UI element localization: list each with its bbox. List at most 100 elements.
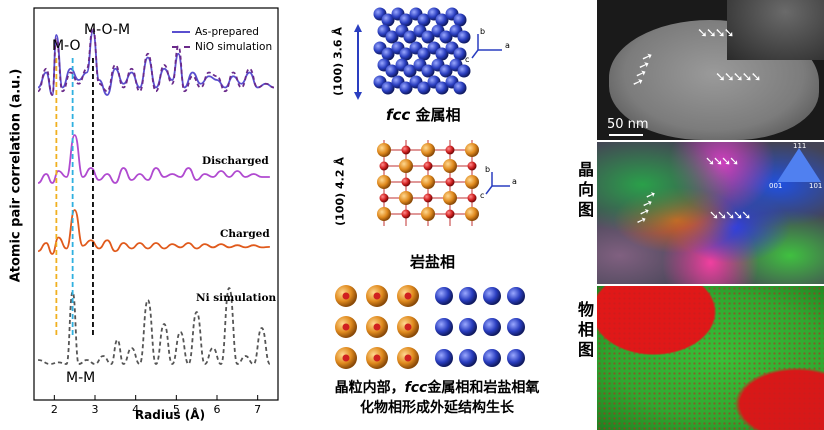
rocksalt-oxygen-atom — [467, 161, 477, 171]
rocksalt-metal-atom — [399, 191, 413, 205]
fcc-atom — [381, 47, 395, 61]
annotation-m-m: M-M — [66, 370, 96, 386]
epitaxy-fcc-atom — [435, 318, 453, 336]
fcc-axis-b: b — [480, 27, 485, 36]
epitaxy-fcc-atom — [483, 287, 501, 305]
epitaxy-fcc-atom — [459, 287, 477, 305]
phase-map — [597, 286, 824, 430]
pdf-chart: 2 3 4 5 6 7 — [33, 7, 279, 416]
rocksalt-metal-atom — [399, 159, 413, 173]
arrow-group-1: ➘➘➘➘ — [697, 26, 735, 41]
ipf-arrows-1: ➘➘➘➘ — [705, 154, 739, 168]
stem-texture — [727, 0, 824, 60]
orientation-label: 晶向图 — [578, 160, 595, 219]
ipf-tick-111: 111 — [793, 142, 807, 150]
epitaxy-fcc-atom — [459, 349, 477, 367]
rocksalt-oxygen-atom — [423, 193, 433, 203]
x-tick-label-5: 5 — [173, 403, 180, 416]
fcc-atom — [421, 64, 435, 78]
structures-panel: a b c a b c — [335, 7, 525, 369]
rocksalt-oxygen-atom — [467, 193, 477, 203]
scale-bar-label: 50 nm — [607, 117, 649, 132]
fcc-atom — [417, 13, 431, 27]
epitaxy-oxygen-atom — [342, 323, 350, 331]
fcc-atom — [439, 30, 453, 44]
rocksalt-oxygen-atom — [379, 193, 389, 203]
rocksalt-dimension: (100) 4.2 Å — [333, 157, 347, 226]
phase-label: 物相图 — [578, 300, 595, 359]
rocksalt-metal-atom — [377, 175, 391, 189]
rocksalt-oxygen-atom — [423, 161, 433, 171]
x-axis-label: Radius (Å) — [134, 408, 206, 422]
stem-image: ➘➘➘➘ ➚ ➚ ➚ ➚ ➘➘➘➘➘ 50 nm — [597, 0, 824, 140]
legend: As-prepared NiO simulation — [172, 24, 282, 54]
phase-noise — [597, 286, 824, 430]
rocksalt-metal-atom — [421, 175, 435, 189]
rocksalt-metal-atom — [377, 143, 391, 157]
fcc-atom — [453, 47, 467, 61]
fcc-atom — [417, 81, 431, 95]
rocksalt-oxygen-atom — [401, 145, 411, 155]
fcc-atom — [435, 47, 449, 61]
fcc-axes-icon — [471, 34, 502, 59]
rocksalt-phase-label: 岩盐相 — [410, 253, 456, 271]
rocksalt-oxygen-atom — [401, 177, 411, 187]
plot-frame — [33, 7, 279, 401]
x-tick-label-6: 6 — [214, 403, 221, 416]
fcc-atom — [417, 47, 431, 61]
ipf-tick-101: 101 — [809, 182, 823, 190]
series-line-as-prepared — [37, 30, 275, 96]
legend-as-prepared: As-prepared — [195, 25, 259, 38]
legend-line-as-prepared — [172, 30, 190, 33]
epitaxy-oxygen-atom — [373, 292, 381, 300]
series-line-discharged — [37, 134, 270, 184]
epitaxy-oxygen-atom — [342, 354, 350, 362]
arrow-group-3: ➘➘➘➘➘ — [715, 70, 761, 85]
fcc-atom — [453, 13, 467, 27]
fcc-atom — [439, 64, 453, 78]
epitaxy-fcc-atom — [507, 318, 525, 336]
fcc-atom — [399, 47, 413, 61]
x-tick-label-3: 3 — [92, 403, 99, 416]
epitaxy-fcc-atom — [483, 349, 501, 367]
rocksalt-metal-atom — [421, 143, 435, 157]
rocksalt-oxygen-atom — [379, 161, 389, 171]
epitaxy-oxygen-atom — [342, 292, 350, 300]
caption-italic: fcc — [404, 380, 428, 396]
rocksalt-axes-icon — [485, 172, 510, 195]
legend-nio-simulation: NiO simulation — [195, 40, 273, 53]
ipf-key — [777, 148, 821, 182]
x-tick-label-7: 7 — [254, 403, 261, 416]
caption-part-b: 金属相和岩盐相氧 — [427, 380, 540, 396]
fcc-lattice — [373, 7, 471, 95]
y-axis-label: Atomic pair correlation (a.u.) — [8, 68, 24, 283]
fcc-dimension: (100) 3.6 Å — [331, 27, 345, 96]
label-charged: Charged — [220, 228, 270, 240]
fcc-atom — [385, 64, 399, 78]
rocksalt-oxygen-atom — [445, 209, 455, 219]
x-tick-label-2: 2 — [51, 403, 58, 416]
rocksalt-metal-atom — [443, 191, 457, 205]
orientation-map: 111 001 101 ➘➘➘➘ ➚ ➚ ➚ ➚ ➘➘➘➘➘ — [597, 142, 824, 284]
rocksalt-metal-atom — [443, 159, 457, 173]
epitaxy-fcc-atom — [507, 287, 525, 305]
fcc-atom — [453, 81, 467, 95]
epitaxy-atoms — [335, 285, 525, 369]
ipf-arrows-3: ➘➘➘➘➘ — [709, 208, 751, 222]
fcc-atom — [381, 13, 395, 27]
epitaxy-fcc-atom — [435, 287, 453, 305]
series-line-charged — [37, 209, 270, 255]
ipf-tick-001: 001 — [769, 182, 783, 190]
fcc-atom — [385, 30, 399, 44]
rocksalt-metal-atom — [465, 143, 479, 157]
caption: 晶粒内部，fcc金属相和岩盐相氧 化物相形成外延结构生长 — [308, 378, 566, 418]
fcc-axis-a: a — [505, 41, 510, 50]
epitaxy-oxygen-atom — [404, 292, 412, 300]
fcc-atom — [399, 13, 413, 27]
fcc-dim-arrow-top — [354, 24, 362, 32]
fcc-atom — [381, 81, 395, 95]
x-tick-label-4: 4 — [132, 403, 139, 416]
rocksalt-metal-atom — [465, 207, 479, 221]
rocksalt-axis-b: b — [485, 165, 490, 174]
rocksalt-oxygen-atom — [445, 145, 455, 155]
